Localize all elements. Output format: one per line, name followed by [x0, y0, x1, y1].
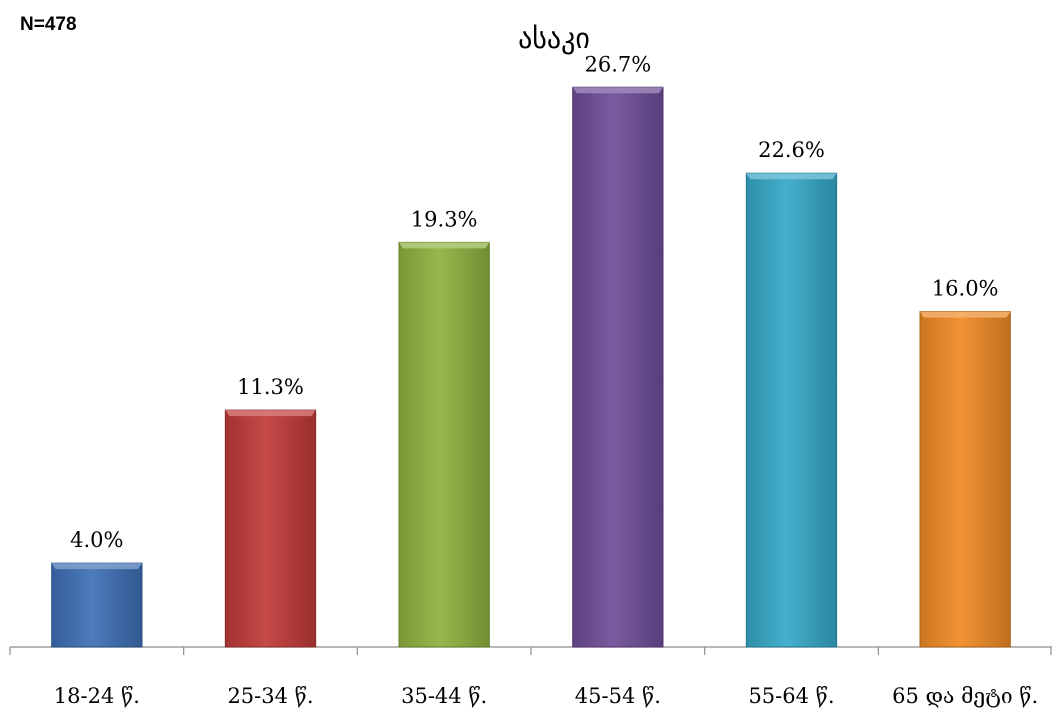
category-label-6: 65 და მეტი წ.: [892, 684, 1038, 708]
value-label-3: 19.3%: [411, 207, 478, 231]
bar-top-bevel: [920, 311, 1011, 318]
category-label-1: 18-24 წ.: [54, 684, 140, 708]
bar-2: [224, 409, 317, 648]
value-label-1: 4.0%: [70, 528, 123, 552]
value-label-6: 16.0%: [932, 277, 999, 301]
bar-4: [572, 86, 664, 648]
value-label-5: 22.6%: [758, 138, 825, 162]
category-label-3: 35-44 წ.: [401, 684, 487, 708]
bar-6: [919, 311, 1011, 648]
bar-top-bevel: [51, 563, 142, 570]
bar-top-bevel: [746, 173, 837, 180]
bar-1: [51, 562, 143, 648]
bar-3: [398, 241, 490, 648]
bar-5: [745, 172, 838, 648]
category-label-4: 45-54 წ.: [575, 684, 661, 708]
chart-title: ასაკი: [518, 22, 590, 55]
bar-top-bevel: [225, 410, 316, 417]
category-label-5: 55-64 წ.: [748, 684, 834, 708]
value-label-2: 11.3%: [237, 375, 304, 399]
value-label-4: 26.7%: [584, 52, 651, 76]
category-label-2: 25-34 წ.: [227, 684, 313, 708]
bar-top-bevel: [399, 242, 490, 249]
sample-size-label: N=478: [20, 14, 77, 35]
bar-top-bevel: [572, 87, 663, 94]
